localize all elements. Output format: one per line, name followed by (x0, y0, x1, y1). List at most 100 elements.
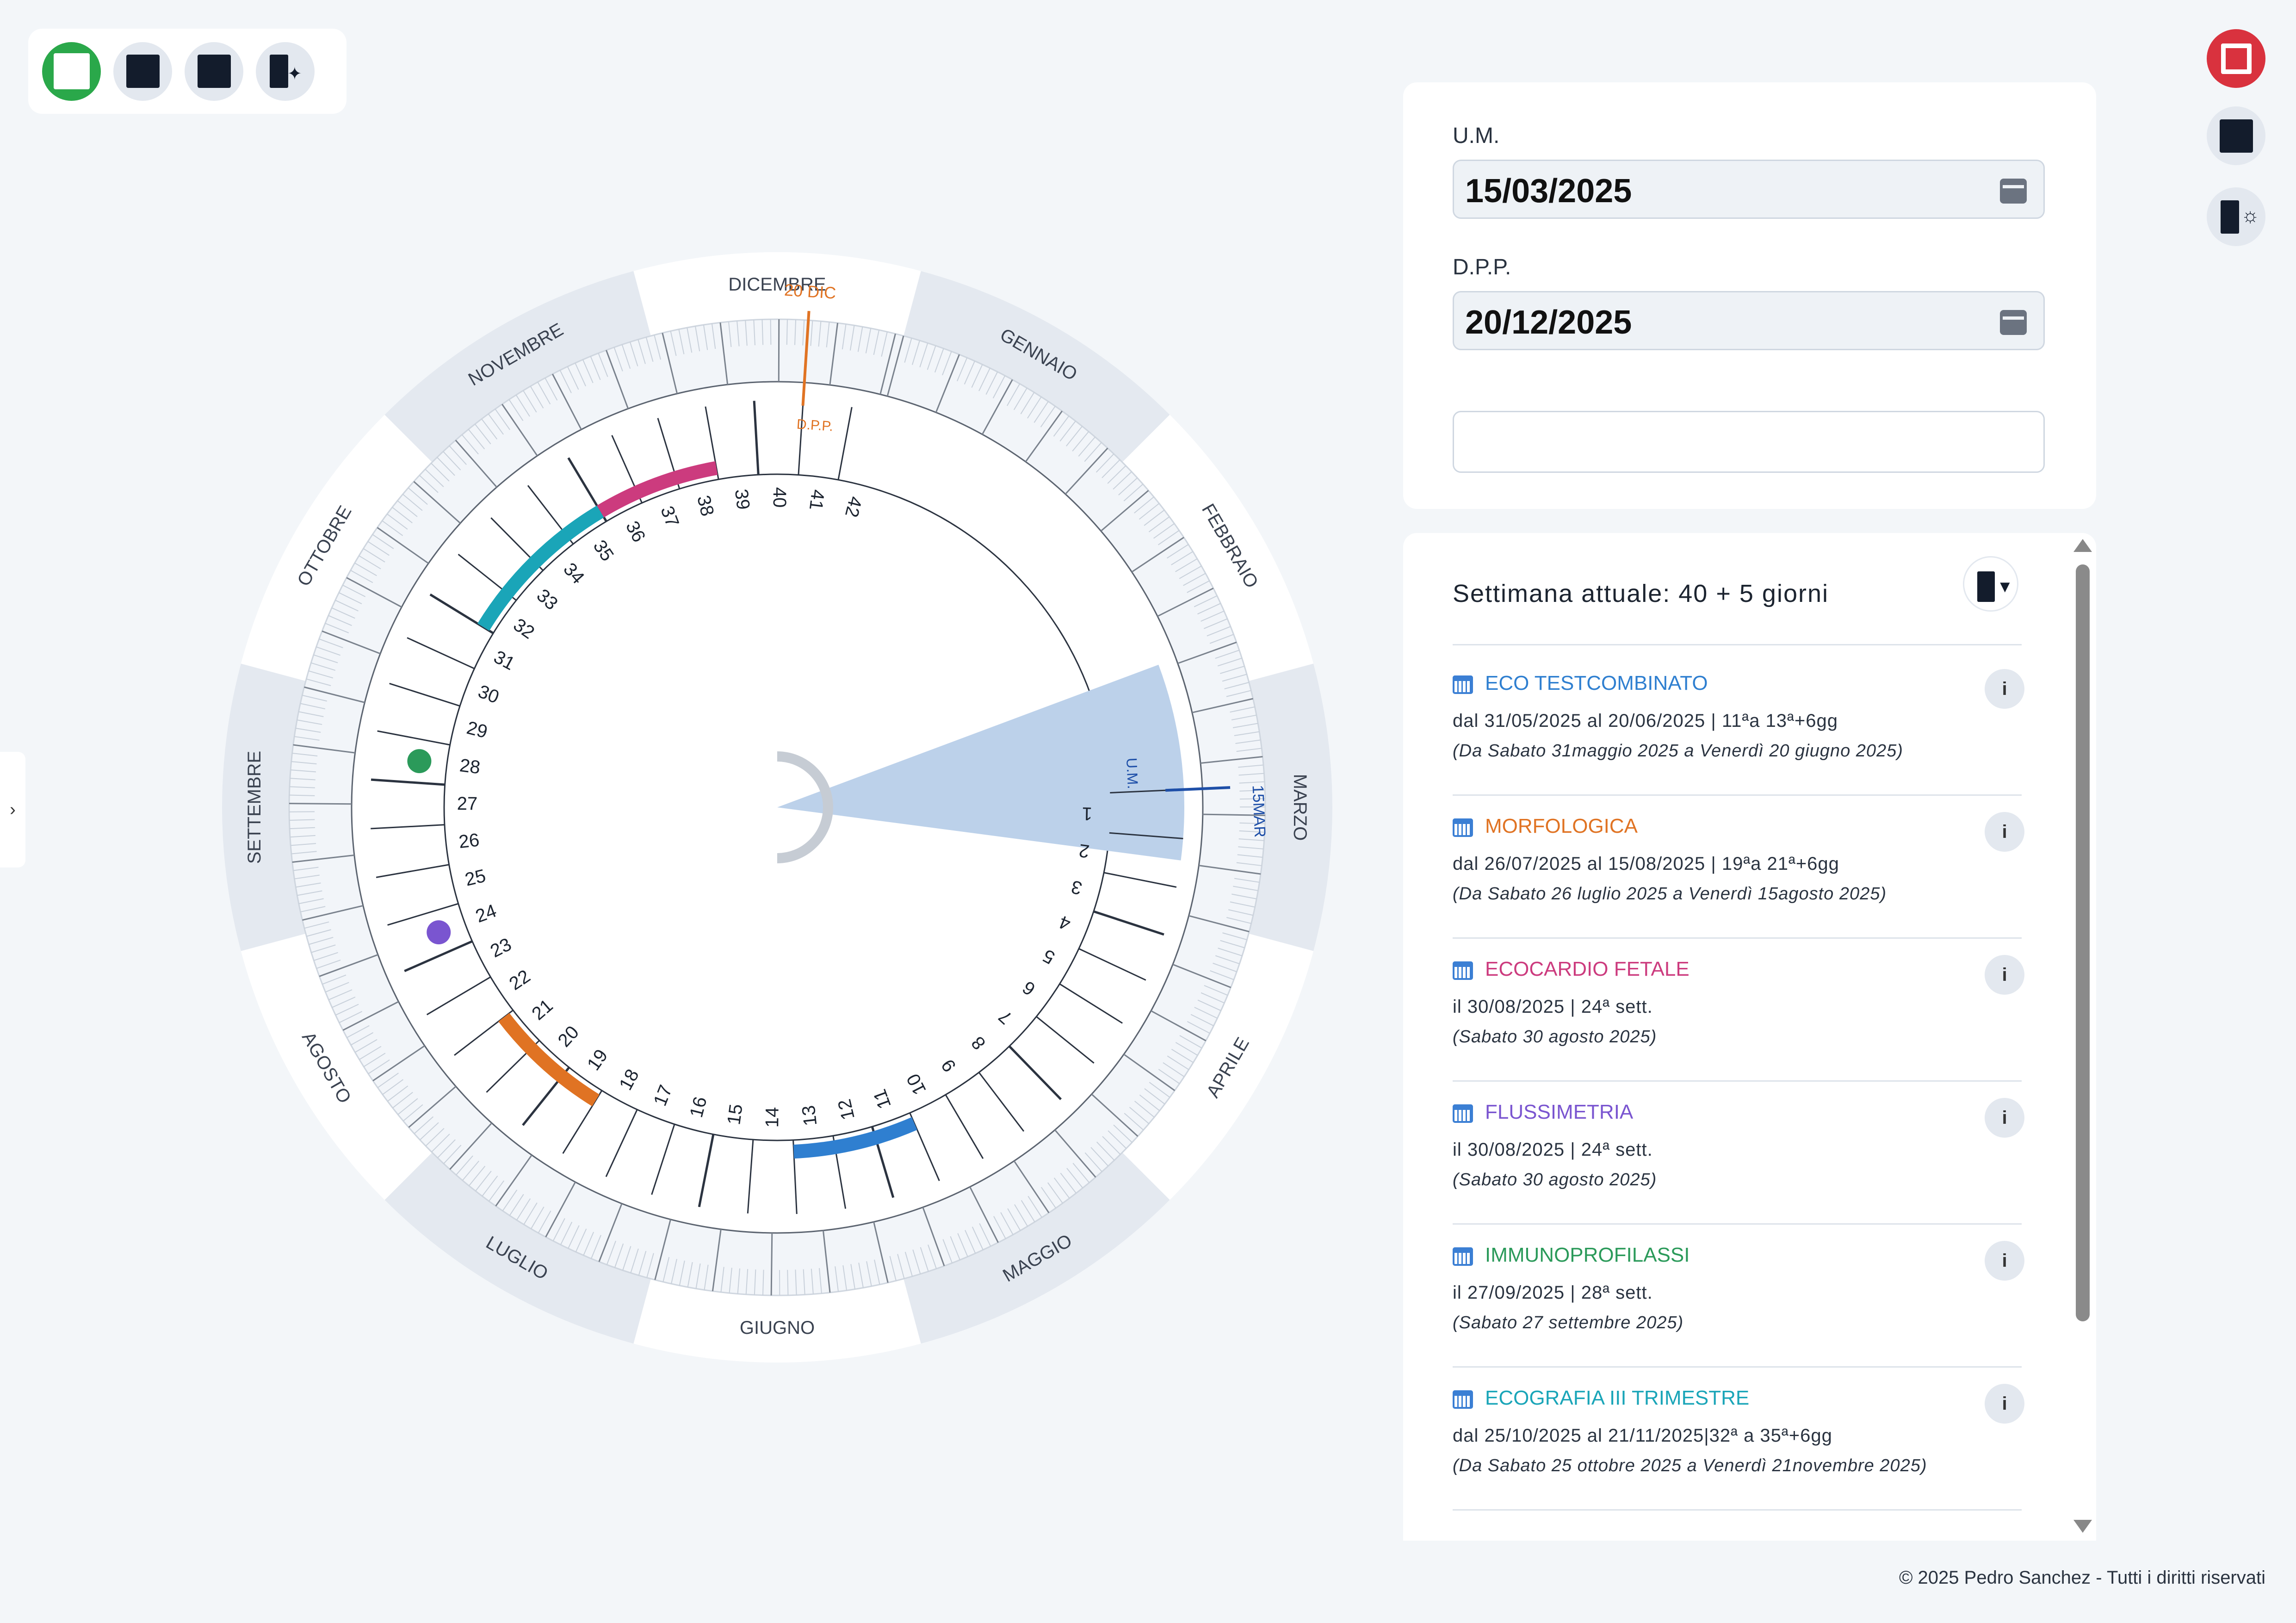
week-tick (387, 903, 459, 926)
dpp-date-input[interactable]: 20/12/2025 (1453, 291, 2045, 350)
center-spinner[interactable] (777, 751, 833, 863)
day-tick (1190, 1014, 1214, 1027)
day-tick (1201, 992, 1225, 1004)
day-tick (468, 1165, 486, 1186)
day-tick (1095, 453, 1114, 473)
day-tick (368, 1059, 390, 1074)
day-tick (982, 379, 1013, 435)
day-tick (1231, 714, 1257, 721)
info-button[interactable]: i (1985, 812, 2024, 852)
day-tick (516, 1198, 531, 1220)
square-button-2[interactable] (185, 42, 243, 101)
exam-list-item[interactable]: ECOGRAFIA III TRIMESTRE dal 25/10/2025 al… (1453, 1384, 2024, 1525)
scroll-down-arrow[interactable] (2073, 1520, 2092, 1533)
day-tick (1239, 830, 1265, 833)
day-tick (1090, 1147, 1109, 1167)
month-sector (1122, 934, 1314, 1200)
day-tick (1217, 657, 1242, 667)
day-tick (912, 1249, 921, 1274)
day-tick (1066, 426, 1083, 446)
day-tick (449, 445, 467, 465)
day-tick (297, 890, 322, 896)
day-tick (1041, 1187, 1057, 1208)
week-tick (978, 1072, 1025, 1132)
day-tick (1199, 865, 1261, 875)
day-tick (811, 1269, 814, 1295)
day-tick (291, 851, 317, 855)
week-tick (407, 637, 475, 669)
day-tick (1177, 641, 1237, 664)
day-tick (1013, 1160, 1050, 1214)
exam-title: IMMUNOPROFILASSI (1485, 1244, 1690, 1266)
day-tick (308, 670, 334, 679)
info-button[interactable]: i (1985, 1241, 2024, 1281)
day-tick (351, 1032, 374, 1046)
exam-list-item[interactable]: MORFOLOGICA dal 26/07/2025 al 15/08/2025 … (1453, 812, 2024, 954)
scrollbar-thumb[interactable] (2076, 564, 2090, 1321)
scroll-up-arrow[interactable] (2073, 539, 2092, 552)
exam-dates-long: (Sabato 30 agosto 2025) (1453, 1170, 1657, 1189)
day-tick (302, 694, 327, 702)
day-tick (325, 623, 349, 633)
exam-dot (427, 920, 451, 945)
extra-input[interactable] (1453, 411, 2045, 473)
exam-dates: dal 31/05/2025 al 20/06/2025 | 11ªa 13ª+… (1453, 711, 1838, 731)
day-tick (346, 577, 402, 608)
day-tick (1202, 813, 1265, 816)
exam-dates: il 30/08/2025 | 24ª sett. (1453, 1140, 1653, 1160)
calendar-icon[interactable] (2000, 310, 2027, 335)
day-tick (1078, 436, 1095, 457)
divider (1453, 1223, 2022, 1225)
exam-list-item[interactable]: IMMUNOPROFILASSI il 27/09/2025 | 28ª sett… (1453, 1241, 2024, 1382)
week-tick (837, 407, 853, 480)
expand-sidebar-tab[interactable]: › (0, 752, 25, 867)
day-tick (957, 1233, 968, 1257)
exam-list-item[interactable]: FLUSSIMETRIA il 30/08/2025 | 24ª sett. (Sa… (1453, 1098, 2024, 1239)
info-button[interactable]: i (1985, 669, 2024, 709)
day-tick (1234, 878, 1260, 883)
day-tick (630, 1248, 639, 1273)
calendar-icon[interactable] (2000, 179, 2027, 204)
um-date-input[interactable]: 15/03/2025 (1453, 160, 2045, 219)
day-tick (392, 1092, 413, 1109)
day-tick (408, 1086, 457, 1128)
week-tick (371, 778, 445, 786)
stop-button[interactable] (2207, 29, 2265, 88)
day-tick (501, 403, 538, 456)
day-tick (1157, 588, 1214, 617)
filter-button[interactable]: ▼ (1963, 556, 2018, 612)
day-tick (538, 1210, 551, 1233)
day-tick (575, 1228, 587, 1252)
day-tick (1113, 1124, 1133, 1143)
day-tick (437, 1139, 456, 1158)
sparkle-button[interactable]: ✦ (256, 42, 315, 101)
pregnancy-wheel[interactable]: GENNAIO FEBBRAIO MARZO APRILE MAGGIO GIUGNO LU… (0, 0, 1388, 1623)
day-tick (515, 395, 530, 417)
wheel-svg[interactable]: GENNAIOFEBBRAIOMARZOAPRILEMAGGIOGIUGNOLU… (0, 0, 1388, 1623)
day-tick (1167, 1055, 1189, 1070)
start-button[interactable] (42, 42, 101, 101)
day-tick (679, 1260, 685, 1286)
day-tick (372, 534, 394, 549)
day-tick (339, 592, 362, 605)
day-tick (508, 399, 524, 421)
day-tick (1144, 1088, 1165, 1105)
exam-list-item[interactable]: ECO TESTCOMBINATO dal 31/05/2025 al 20/06… (1453, 669, 2024, 811)
day-tick (342, 584, 366, 597)
info-button[interactable]: i (1985, 1098, 2024, 1138)
square-button-1[interactable] (113, 42, 172, 101)
info-button[interactable]: i (1985, 1384, 2024, 1424)
day-tick (803, 1269, 805, 1295)
day-tick (311, 944, 336, 953)
day-tick (292, 854, 354, 863)
theme-button[interactable]: ☼ (2207, 187, 2265, 246)
day-tick (1238, 838, 1264, 841)
exam-dates-long: (Da Sabato 26 luglio 2025 a Venerdì 15ag… (1453, 884, 1887, 904)
dpp-marker-label: 20 DIC (784, 280, 836, 303)
info-button[interactable]: i (1985, 955, 2024, 995)
exam-list-item[interactable]: ECOCARDIO FETALE il 30/08/2025 | 24ª sett… (1453, 955, 2024, 1096)
day-tick (1239, 781, 1265, 784)
day-tick (965, 1230, 976, 1254)
square-button-3[interactable] (2207, 106, 2265, 165)
week-tick (698, 1134, 715, 1208)
